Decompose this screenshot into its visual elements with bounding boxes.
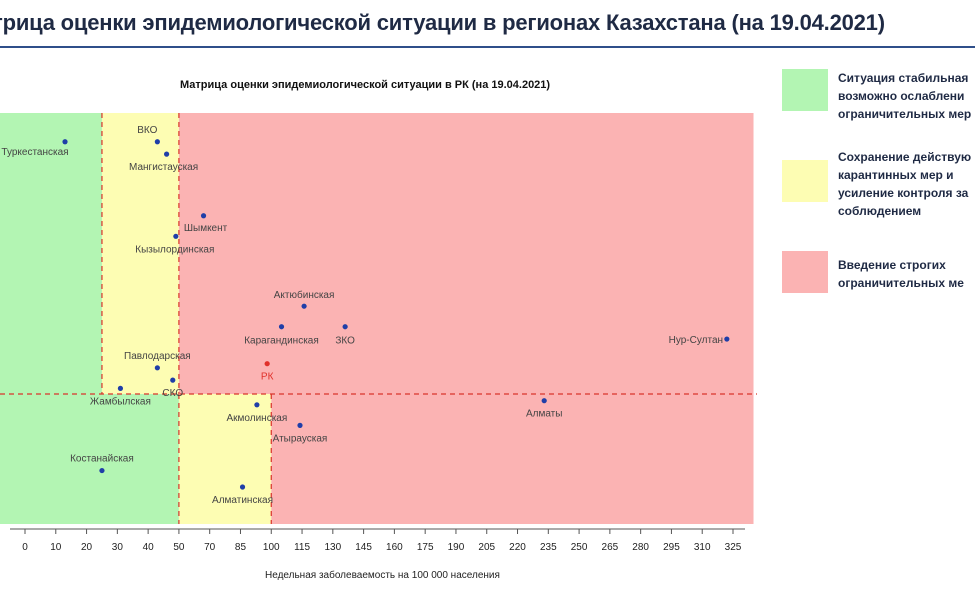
point-label: СКО — [162, 388, 183, 399]
x-tick-label: 205 — [478, 542, 495, 553]
page-title: трица оценки эпидемиологической ситуации… — [0, 10, 885, 35]
point-label: Актюбинская — [274, 289, 335, 301]
point-label: Алматы — [526, 409, 563, 420]
legend-text-strict-measures: Введение строгих ограничительных ме — [838, 258, 964, 290]
x-tick-label: 20 — [81, 542, 93, 553]
legend-swatch-yellow — [782, 160, 828, 202]
x-tick-label: 160 — [386, 542, 403, 553]
point-Шымкент — [200, 213, 207, 219]
x-axis-label: Недельная заболеваемость на 100 000 насе… — [265, 570, 500, 581]
x-tick-label: 145 — [355, 542, 372, 553]
point-Мангистауская — [164, 151, 170, 157]
x-tick-label: 70 — [204, 542, 216, 553]
zone-red-bottom — [271, 394, 754, 524]
x-tick-label: 190 — [448, 542, 465, 553]
point-Жамбылская — [117, 385, 124, 391]
point-label: Шымкент — [184, 223, 228, 234]
x-tick-label: 115 — [294, 542, 310, 553]
point-label: Акмолинская — [227, 413, 288, 424]
zone-yellow-bottom — [178, 394, 272, 524]
point-label: Павлодарская — [124, 351, 191, 362]
point-label: Туркестанская — [1, 147, 68, 158]
x-tick-label: 310 — [694, 542, 711, 553]
x-tick-label: 0 — [22, 542, 28, 553]
point-Актюбинская — [301, 303, 307, 309]
x-tick-label: 40 — [143, 542, 155, 553]
zone-red-top — [178, 113, 754, 394]
point-РК — [264, 361, 270, 367]
x-tick-label: 220 — [509, 542, 526, 553]
x-tick-label: 100 — [263, 542, 280, 553]
legend-text-keep-measures: Сохранение действую карантинных мер и ус… — [838, 150, 972, 218]
point-Алматинская — [239, 484, 246, 490]
x-tick-label: 250 — [571, 542, 588, 553]
point-label: ЗКО — [335, 336, 355, 347]
legend-swatch-green — [782, 69, 828, 111]
point-Павлодарская — [154, 365, 160, 371]
point-label: Алматинская — [212, 495, 273, 506]
x-tick-label: 50 — [173, 542, 185, 553]
point-Атырауская — [297, 422, 303, 428]
point-Акмолинская — [254, 402, 260, 408]
point-ЗКО — [342, 324, 348, 330]
point-label: Костанайская — [70, 454, 134, 465]
x-tick-label: 30 — [112, 542, 124, 553]
point-label: Нур-Султан — [669, 335, 723, 346]
x-tick-label: 265 — [602, 542, 619, 553]
x-tick-label: 175 — [417, 542, 434, 553]
x-tick-label: 235 — [540, 542, 557, 553]
point-label: Жамбылская — [90, 395, 151, 407]
point-label: Атырауская — [273, 433, 328, 444]
point-Туркестанская — [62, 139, 68, 145]
point-label: Кызылординская — [135, 244, 214, 255]
point-Кызылординская — [173, 233, 179, 239]
point-Нур-Султан — [724, 336, 730, 342]
x-tick-label: 85 — [235, 542, 247, 553]
chart-title: Матрица оценки эпидемиологической ситуац… — [180, 79, 551, 91]
legend-swatch-red — [782, 251, 828, 293]
point-Карагандинская — [278, 324, 285, 330]
point-label: Карагандинская — [244, 336, 319, 347]
x-tick-label: 325 — [725, 542, 742, 553]
x-tick-label: 280 — [632, 542, 649, 553]
zone-yellow-top — [101, 113, 179, 394]
legend-text-stable: Ситуация стабильная возможно ослаблени о… — [838, 71, 972, 121]
point-label: ВКО — [137, 125, 157, 136]
title-underline — [0, 46, 975, 48]
point-СКО — [170, 377, 176, 383]
zone-green-bottom — [0, 394, 179, 524]
x-tick-label: 10 — [50, 542, 62, 553]
point-Костанайская — [99, 467, 105, 474]
point-Алматы — [541, 398, 547, 404]
point-ВКО — [154, 139, 160, 145]
x-tick-label: 295 — [663, 542, 680, 553]
zone-green-top — [0, 113, 102, 394]
point-label: РК — [261, 372, 274, 383]
x-tick-label: 130 — [324, 542, 341, 553]
point-label: Мангистауская — [129, 162, 198, 173]
